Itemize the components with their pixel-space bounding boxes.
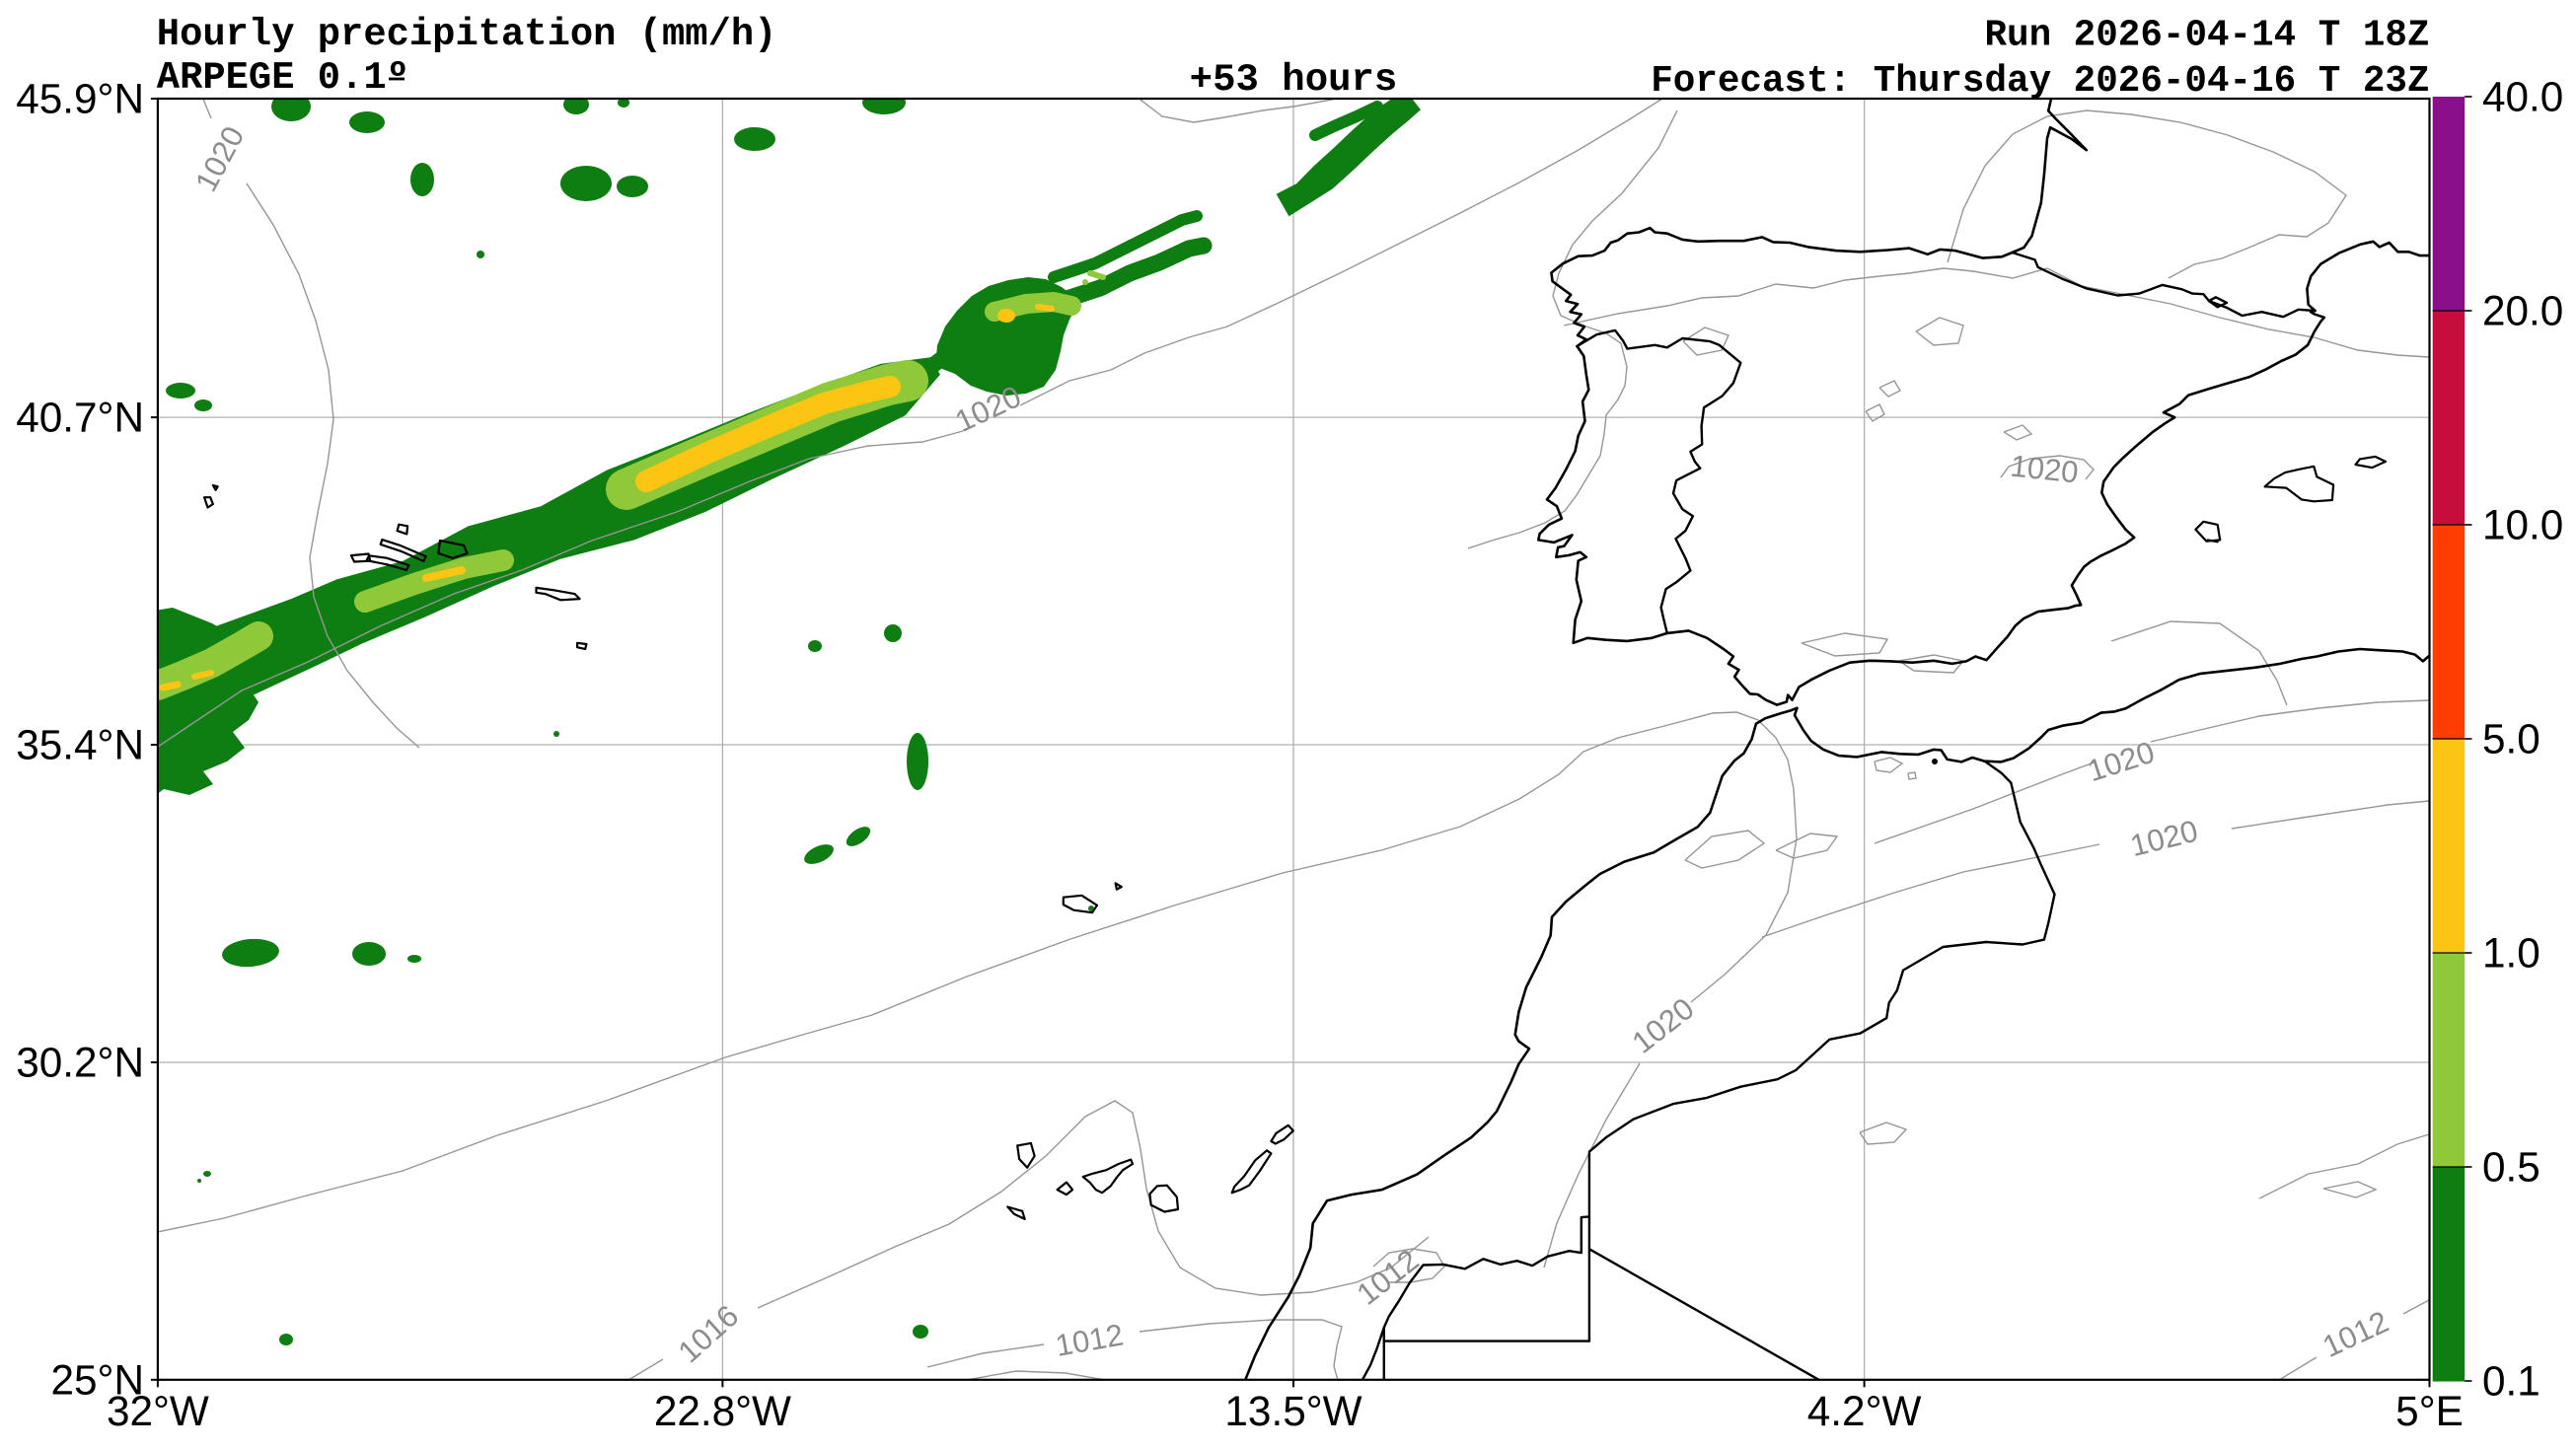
svg-text:ARPEGE 0.1º: ARPEGE 0.1º: [157, 56, 409, 100]
svg-text:25°N: 25°N: [50, 1356, 144, 1403]
svg-text:0.5: 0.5: [2482, 1144, 2540, 1191]
svg-text:+53 hours: +53 hours: [1190, 58, 1398, 102]
svg-text:5.0: 5.0: [2482, 716, 2540, 762]
svg-text:40.7°N: 40.7°N: [16, 395, 144, 441]
svg-text:Forecast: Thursday 2026-04-16: Forecast: Thursday 2026-04-16 T 23Z: [1651, 61, 2429, 103]
svg-text:4.2°W: 4.2°W: [1807, 1388, 1922, 1434]
svg-text:30.2°N: 30.2°N: [16, 1040, 144, 1086]
svg-text:5°E: 5°E: [2395, 1388, 2464, 1434]
svg-text:45.9°N: 45.9°N: [16, 76, 144, 122]
svg-text:13.5°W: 13.5°W: [1224, 1388, 1362, 1434]
svg-text:20.0: 20.0: [2482, 288, 2563, 334]
svg-text:1020: 1020: [2009, 449, 2080, 490]
svg-text:0.1: 0.1: [2482, 1358, 2540, 1405]
svg-text:35.4°N: 35.4°N: [16, 722, 144, 768]
svg-text:22.8°W: 22.8°W: [654, 1388, 791, 1434]
svg-text:Run 2026-04-14 T 18Z: Run 2026-04-14 T 18Z: [1984, 16, 2429, 57]
svg-text:32°W: 32°W: [107, 1388, 209, 1434]
svg-text:Hourly precipitation (mm/h): Hourly precipitation (mm/h): [157, 13, 777, 56]
svg-text:1.0: 1.0: [2482, 930, 2540, 977]
svg-text:40.0: 40.0: [2482, 74, 2563, 120]
svg-text:10.0: 10.0: [2482, 502, 2563, 548]
